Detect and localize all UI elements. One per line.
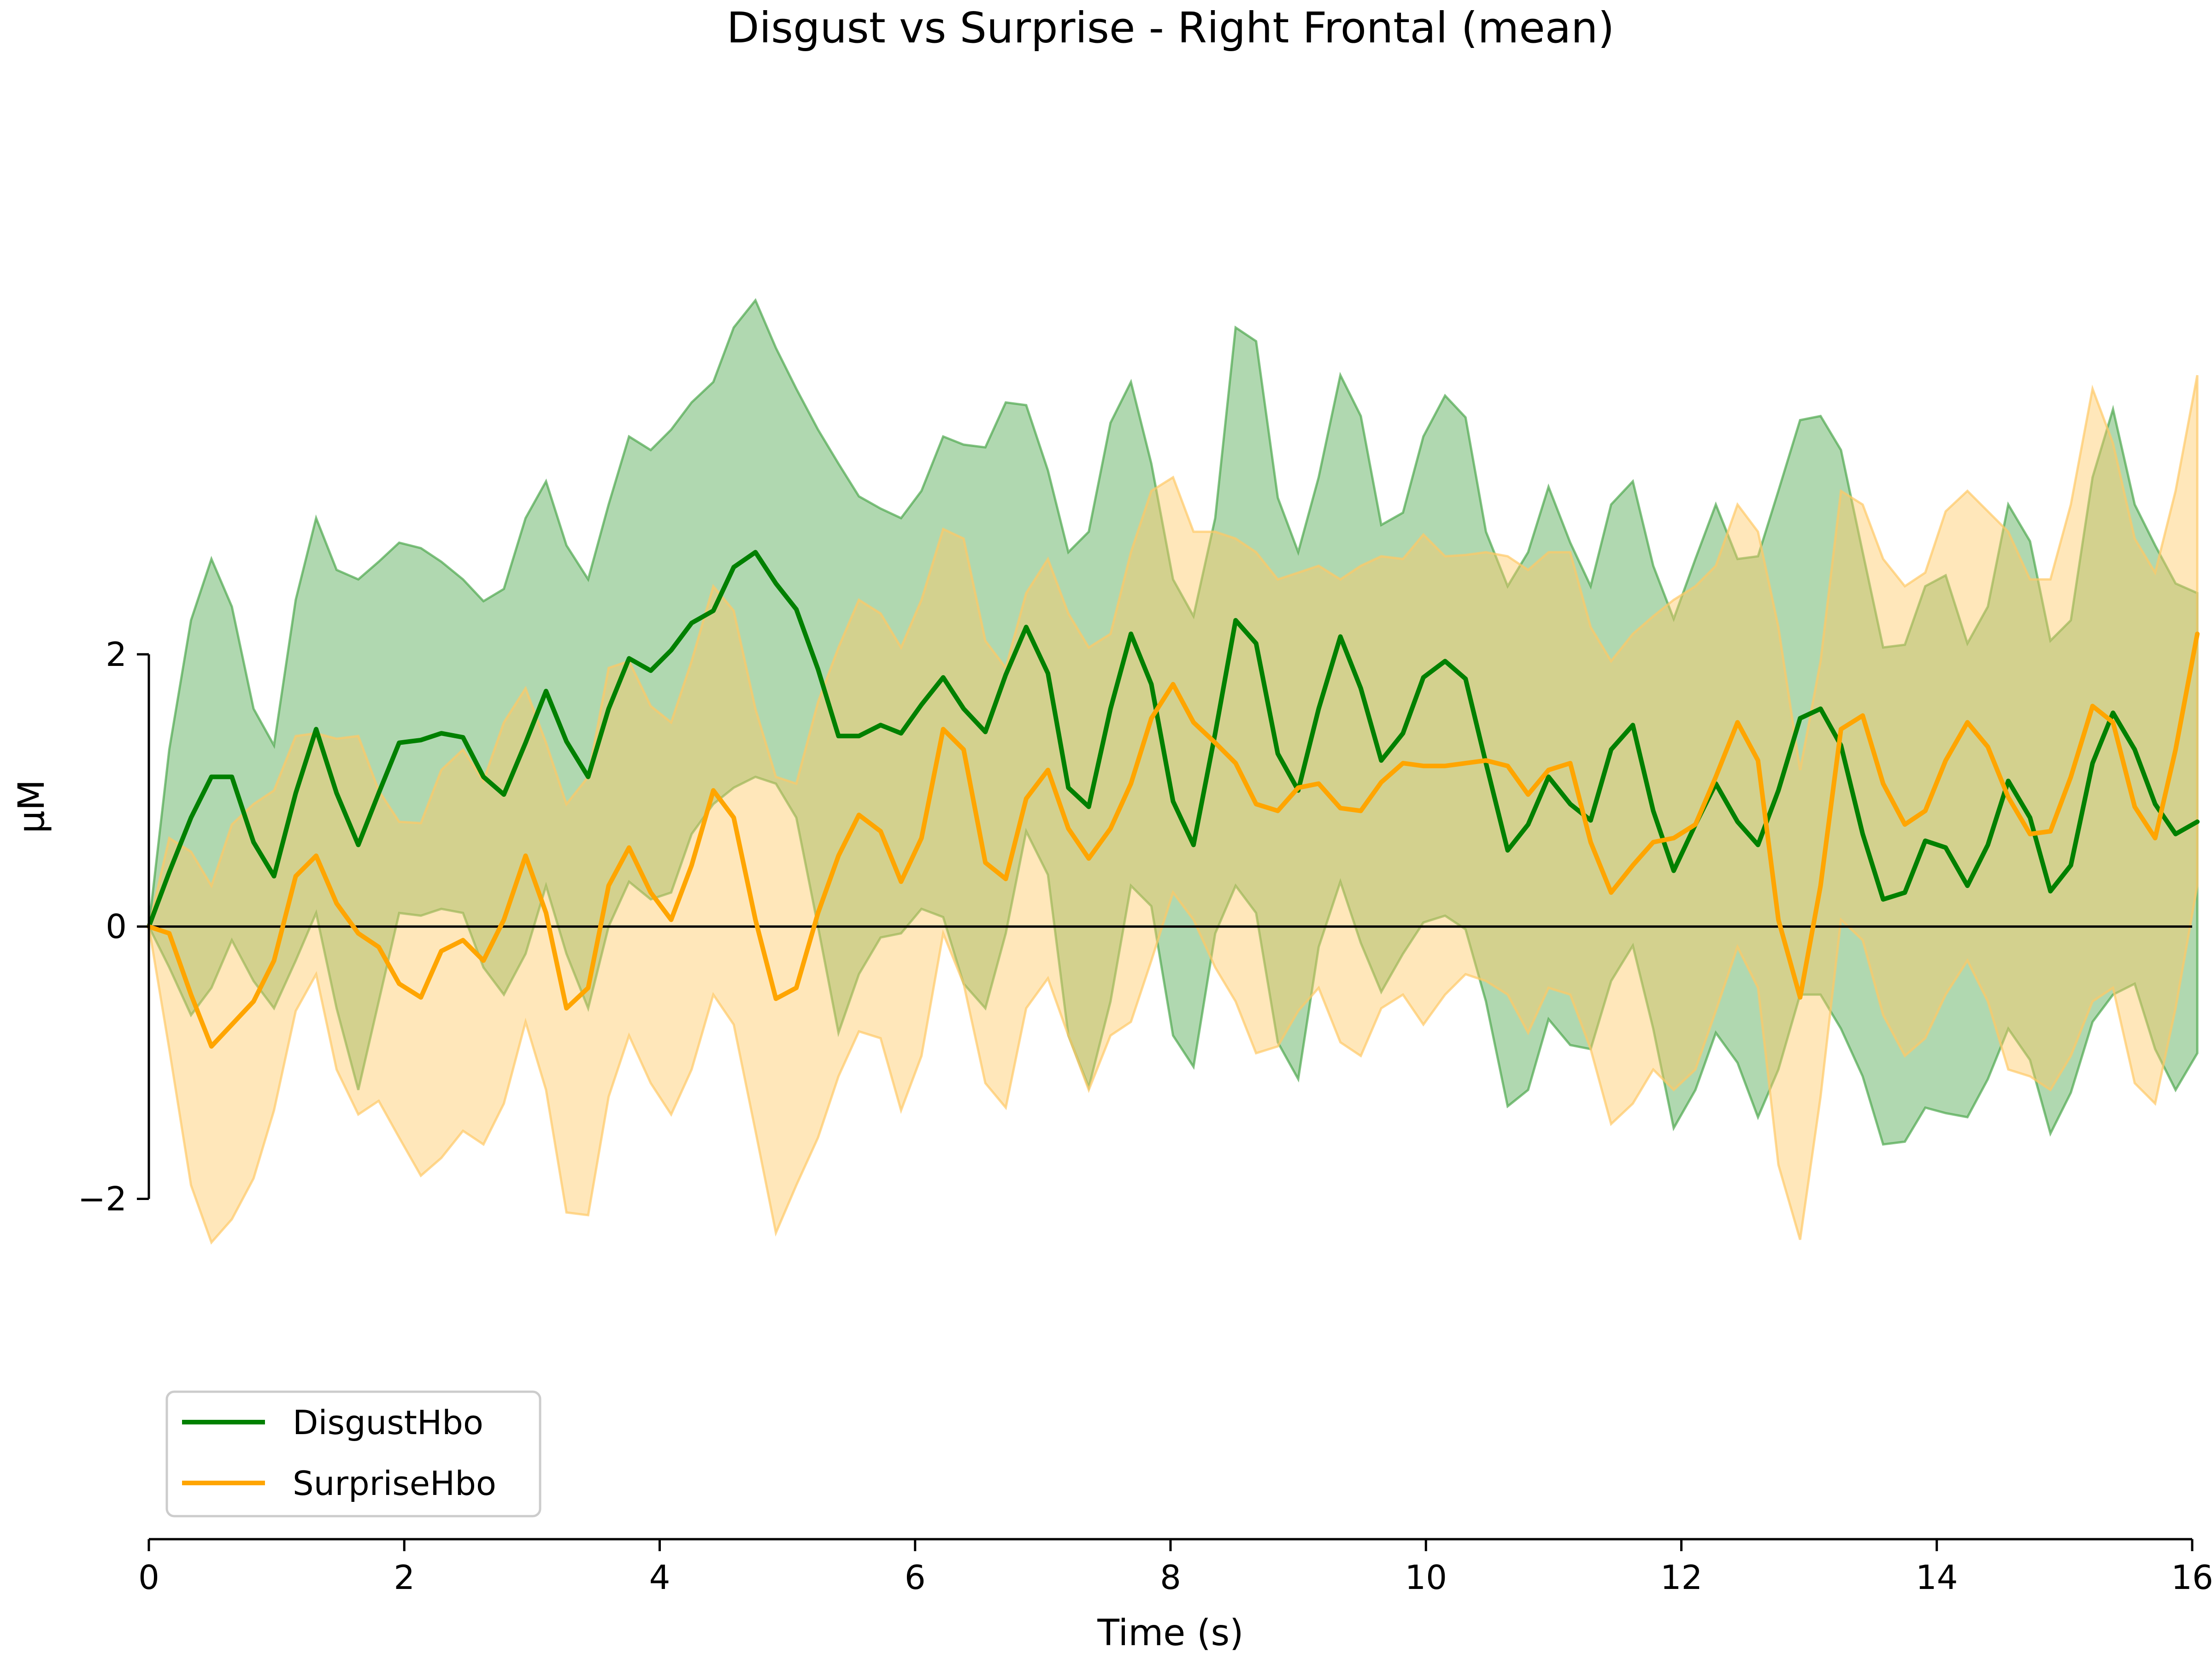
x-tick-label: 2 xyxy=(394,1558,415,1597)
x-axis-label: Time (s) xyxy=(1097,1612,1243,1654)
y-tick-label: 2 xyxy=(106,635,127,674)
y-tick-label: −2 xyxy=(78,1179,127,1218)
x-tick-label: 10 xyxy=(1405,1558,1447,1597)
line-surprisehbo xyxy=(147,631,2200,1049)
y-tick-label: 0 xyxy=(106,907,127,946)
x-tick-label: 6 xyxy=(905,1558,926,1597)
legend: DisgustHbo SurpriseHbo xyxy=(165,1390,541,1518)
x-axis: 0 2 4 6 8 10 12 14 16 xyxy=(138,1538,2212,1597)
series-lines xyxy=(147,550,2200,1049)
x-tick-label: 12 xyxy=(1660,1558,1703,1597)
legend-label-surprisehbo: SurpriseHbo xyxy=(293,1464,496,1503)
x-tick-label: 8 xyxy=(1160,1558,1181,1597)
x-tick-label: 14 xyxy=(1916,1558,1958,1597)
band-surprisehbo xyxy=(147,375,2199,1245)
line-disgusthbo xyxy=(147,550,2200,929)
legend-label-disgusthbo: DisgustHbo xyxy=(293,1403,483,1442)
x-tick-label: 4 xyxy=(649,1558,671,1597)
chart-title: Disgust vs Surprise - Right Frontal (mea… xyxy=(727,3,1615,53)
x-tick-label: 0 xyxy=(138,1558,159,1597)
error-bands xyxy=(147,298,2199,1245)
y-axis-label: µM xyxy=(11,780,53,834)
x-tick-label: 16 xyxy=(2171,1558,2212,1597)
y-axis: 2 0 −2 xyxy=(78,635,150,1218)
